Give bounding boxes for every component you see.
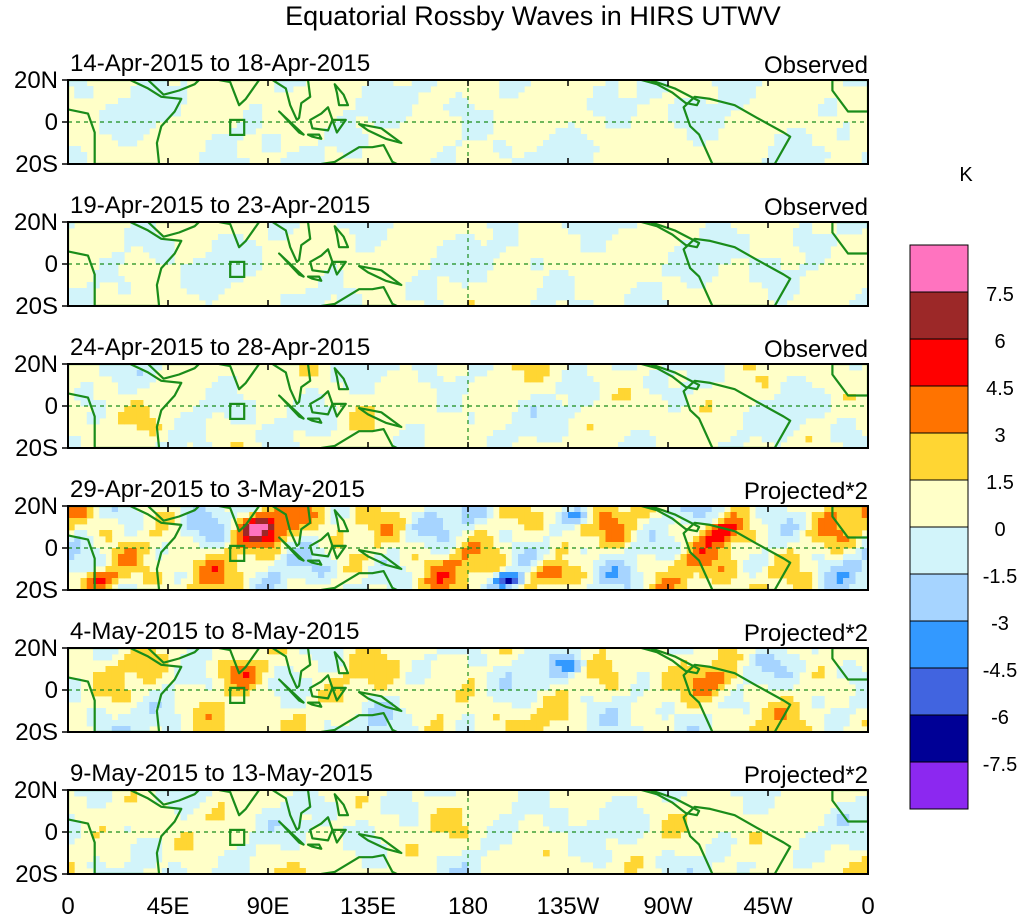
- colorbar-swatch: [909, 573, 969, 622]
- colorbar-swatch: [909, 385, 969, 434]
- colorbar-label: -4.5: [983, 660, 1017, 682]
- x-tick-label: 0: [861, 893, 874, 920]
- colorbar-swatch: [909, 620, 969, 669]
- y-tick-label: 20N: [14, 351, 58, 378]
- colorbar-swatch: [909, 432, 969, 481]
- y-tick-label: 0: [45, 535, 58, 562]
- y-tick-label: 0: [45, 109, 58, 136]
- panel-label: Projected*2: [744, 478, 868, 505]
- reference-box: [229, 402, 246, 420]
- x-tick-label: 45W: [743, 893, 793, 920]
- y-tick-label: 20S: [15, 435, 58, 462]
- y-tick-label: 0: [45, 251, 58, 278]
- panel-4: 29-Apr-2015 to 3-May-2015 Projected*2 20N 0…: [14, 476, 869, 604]
- colorbar-label: -3: [991, 613, 1009, 635]
- panel-label: Projected*2: [744, 762, 868, 789]
- colorbar-label: -6: [991, 707, 1009, 729]
- colorbar-swatch: [909, 479, 969, 528]
- colorbar-units: K: [959, 164, 973, 186]
- y-tick-label: 20S: [15, 577, 58, 604]
- colorbar-label: 6: [994, 331, 1005, 353]
- x-axis: 0 45E 90E 135E 180 135W 90W 45W 0: [61, 893, 874, 920]
- y-tick-label: 20N: [14, 209, 58, 236]
- panel-3: 24-Apr-2015 to 28-Apr-2015 Observed 20N 0 20…: [14, 334, 869, 462]
- x-tick-label: 45E: [147, 893, 190, 920]
- reference-box: [229, 118, 246, 137]
- coastlines: [68, 364, 868, 448]
- colorbar-swatch: [909, 244, 969, 293]
- y-tick-label: 0: [45, 677, 58, 704]
- colorbar-label: -1.5: [983, 566, 1017, 588]
- colorbar-label: 7.5: [986, 284, 1014, 306]
- colorbar-label: 1.5: [986, 472, 1014, 494]
- panel-label: Projected*2: [744, 620, 868, 647]
- x-tick-label: 135E: [340, 893, 396, 920]
- coastlines: [68, 648, 868, 732]
- panel-1: 14-Apr-2015 to 18-Apr-2015 Observed 20N 0 20…: [14, 50, 869, 178]
- reference-box: [229, 260, 246, 278]
- panel-date-range: 4-May-2015 to 8-May-2015: [70, 618, 359, 645]
- colorbar-swatch: [909, 667, 969, 716]
- colorbar-label: 4.5: [986, 378, 1014, 400]
- colorbar-label: -7.5: [983, 754, 1017, 776]
- y-tick-label: 20S: [15, 719, 58, 746]
- x-tick-label: 135W: [537, 893, 600, 920]
- x-tick-label: 90W: [643, 893, 693, 920]
- panel-date-range: 14-Apr-2015 to 18-Apr-2015: [70, 50, 370, 77]
- colorbar-swatch: [909, 526, 969, 575]
- y-tick-label: 20S: [15, 861, 58, 888]
- coastlines: [68, 790, 868, 874]
- y-tick-label: 20N: [14, 67, 58, 94]
- chart-title: Equatorial Rossby Waves in HIRS UTWV: [285, 1, 781, 31]
- x-tick-label: 90E: [247, 893, 290, 920]
- reference-box: [229, 686, 246, 705]
- panel-date-range: 19-Apr-2015 to 23-Apr-2015: [70, 192, 370, 219]
- y-tick-label: 20N: [14, 493, 58, 520]
- reference-box: [229, 544, 246, 563]
- y-tick-label: 20S: [15, 293, 58, 320]
- y-tick-label: 20N: [14, 777, 58, 804]
- colorbar: K 7.5 6 4.5 3 1.5 0 -1.5 -3 -4.5 -6 -7.5: [909, 164, 1017, 810]
- panel-6: 9-May-2015 to 13-May-2015 Projected*2 20N 0…: [14, 760, 869, 888]
- y-tick-label: 20S: [15, 151, 58, 178]
- y-tick-label: 20N: [14, 635, 58, 662]
- panel-date-range: 24-Apr-2015 to 28-Apr-2015: [70, 334, 370, 361]
- panel-date-range: 29-Apr-2015 to 3-May-2015: [70, 476, 365, 503]
- colorbar-swatch: [909, 291, 969, 340]
- panel-label: Observed: [764, 194, 868, 221]
- colorbar-label: 0: [994, 519, 1005, 541]
- anomaly-field: [68, 222, 868, 306]
- colorbar-label: 3: [994, 425, 1005, 447]
- panel-label: Observed: [764, 52, 868, 79]
- y-tick-label: 0: [45, 393, 58, 420]
- y-tick-label: 0: [45, 819, 58, 846]
- x-tick-label: 180: [448, 893, 488, 920]
- colorbar-swatch: [909, 714, 969, 763]
- coastlines: [68, 80, 868, 164]
- anomaly-field: [68, 506, 868, 590]
- panel-2: 19-Apr-2015 to 23-Apr-2015 Observed 20N 0 20…: [14, 192, 869, 320]
- coastlines: [68, 222, 868, 306]
- anomaly-field: [68, 790, 868, 874]
- colorbar-swatch: [909, 761, 969, 810]
- coastlines: [68, 506, 868, 590]
- x-tick-label: 0: [61, 893, 74, 920]
- panel-date-range: 9-May-2015 to 13-May-2015: [70, 760, 373, 787]
- reference-box: [229, 828, 246, 847]
- colorbar-swatch: [909, 338, 969, 387]
- panel-5: 4-May-2015 to 8-May-2015 Projected*2 20N 0 2…: [14, 618, 869, 746]
- panel-label: Observed: [764, 336, 868, 363]
